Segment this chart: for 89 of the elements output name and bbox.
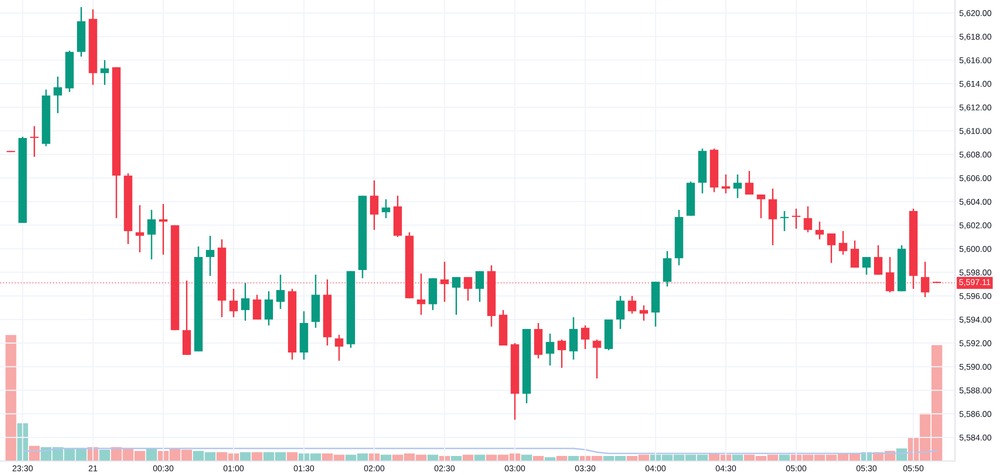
- candlestick: [370, 180, 378, 231]
- y-tick-label: 5,608.00: [960, 152, 992, 159]
- bar: [6, 335, 16, 461]
- bar: [240, 452, 251, 461]
- y-tick-label: 5,612.00: [960, 104, 992, 112]
- y-tick-label: 5,614.00: [960, 80, 992, 88]
- candlestick: [628, 295, 636, 314]
- candlestick: [276, 274, 285, 310]
- y-tick-label: 5,598.00: [960, 270, 992, 276]
- bar: [380, 454, 392, 461]
- candlestick: [229, 288, 238, 318]
- candlestick: [464, 276, 472, 302]
- candlestick: [569, 316, 578, 360]
- candlestick: [206, 235, 214, 277]
- y-tick-label: 5,602.00: [960, 222, 992, 230]
- x-tick-label: 00:30: [153, 465, 174, 472]
- x-tick-label: 05:00: [786, 465, 806, 472]
- candlestick: [100, 59, 109, 86]
- bar: [252, 452, 262, 461]
- y-tick-label: 5,590.00: [960, 364, 992, 371]
- y-tick-label: 5,588.00: [960, 387, 992, 394]
- bar: [521, 454, 532, 461]
- candlestick: [54, 76, 62, 114]
- x-tick-label: 01:30: [294, 465, 314, 472]
- y-tick-label: 5,596.00: [960, 293, 992, 300]
- candlestick: [136, 204, 144, 254]
- x-tick-label: 03:30: [575, 465, 596, 472]
- y-tick-label: 5,594.00: [960, 316, 992, 324]
- candlestick: [640, 304, 648, 322]
- bar: [427, 454, 438, 461]
- candlestick: [862, 256, 871, 276]
- candlestick: [745, 170, 754, 196]
- candlestick: [663, 250, 672, 288]
- y-tick-label: 5,584.00: [960, 434, 992, 442]
- y-tick-label: 5,618.00: [960, 34, 992, 41]
- x-tick-label: 02:30: [434, 465, 455, 472]
- bar: [286, 452, 298, 461]
- candlestick: [827, 232, 836, 264]
- candlestick: [580, 324, 590, 350]
- y-tick-label: 5,610.00: [960, 128, 992, 135]
- x-tick-label: 01:00: [223, 465, 244, 472]
- candlestick: [756, 194, 766, 219]
- candlestick: [382, 198, 390, 219]
- candlestick: [452, 276, 461, 316]
- candlestick: [838, 230, 848, 256]
- candlestick: [416, 272, 426, 316]
- bar: [779, 454, 790, 461]
- x-tick-label: 05:50: [903, 465, 924, 472]
- candlestick: [768, 188, 777, 246]
- bar: [99, 450, 110, 461]
- candlestick: [476, 270, 484, 303]
- bar: [462, 454, 474, 461]
- bar: [568, 456, 579, 461]
- candlestick: [546, 332, 554, 366]
- candlestick: [334, 334, 344, 362]
- candlestick: [592, 338, 602, 380]
- x-tick-label: 04:30: [716, 465, 736, 472]
- candlestick: [850, 240, 860, 268]
- candlestick: [920, 261, 930, 298]
- x-tick-label: 02:00: [364, 465, 384, 472]
- candlestick: [440, 261, 449, 303]
- x-tick-label: 04:00: [645, 465, 666, 472]
- candlestick: [147, 209, 156, 260]
- y-tick-label: 5,604.00: [960, 198, 992, 206]
- x-tick-label: 23:30: [12, 465, 33, 472]
- x-tick-label: 05:30: [856, 465, 877, 472]
- x-tick-label: 21: [88, 465, 98, 472]
- bar: [544, 457, 556, 461]
- candlestick: [733, 174, 742, 199]
- candlestick: [886, 256, 894, 294]
- ref-line-label: 5,597.11: [959, 279, 990, 286]
- y-tick-label: 5,586.00: [960, 411, 992, 418]
- candlestick: [804, 206, 812, 233]
- candlestick: [264, 290, 273, 326]
- x-tick-label: 03:00: [504, 465, 525, 472]
- y-tick-label: 5,620.00: [960, 10, 992, 18]
- candlestick: [874, 244, 882, 276]
- y-tick-label: 5,606.00: [960, 175, 992, 182]
- candlestick: [252, 294, 262, 320]
- y-tick-label: 5,616.00: [960, 57, 992, 64]
- candlestick: [241, 282, 250, 322]
- candlestick: [558, 338, 566, 369]
- candlestick: [616, 295, 625, 330]
- bar: [146, 448, 157, 461]
- y-tick-label: 5,600.00: [960, 246, 992, 253]
- y-tick-label: 5,592.00: [960, 340, 992, 348]
- bar: [732, 454, 743, 461]
- candlestick: [815, 220, 824, 240]
- bar: [474, 454, 486, 461]
